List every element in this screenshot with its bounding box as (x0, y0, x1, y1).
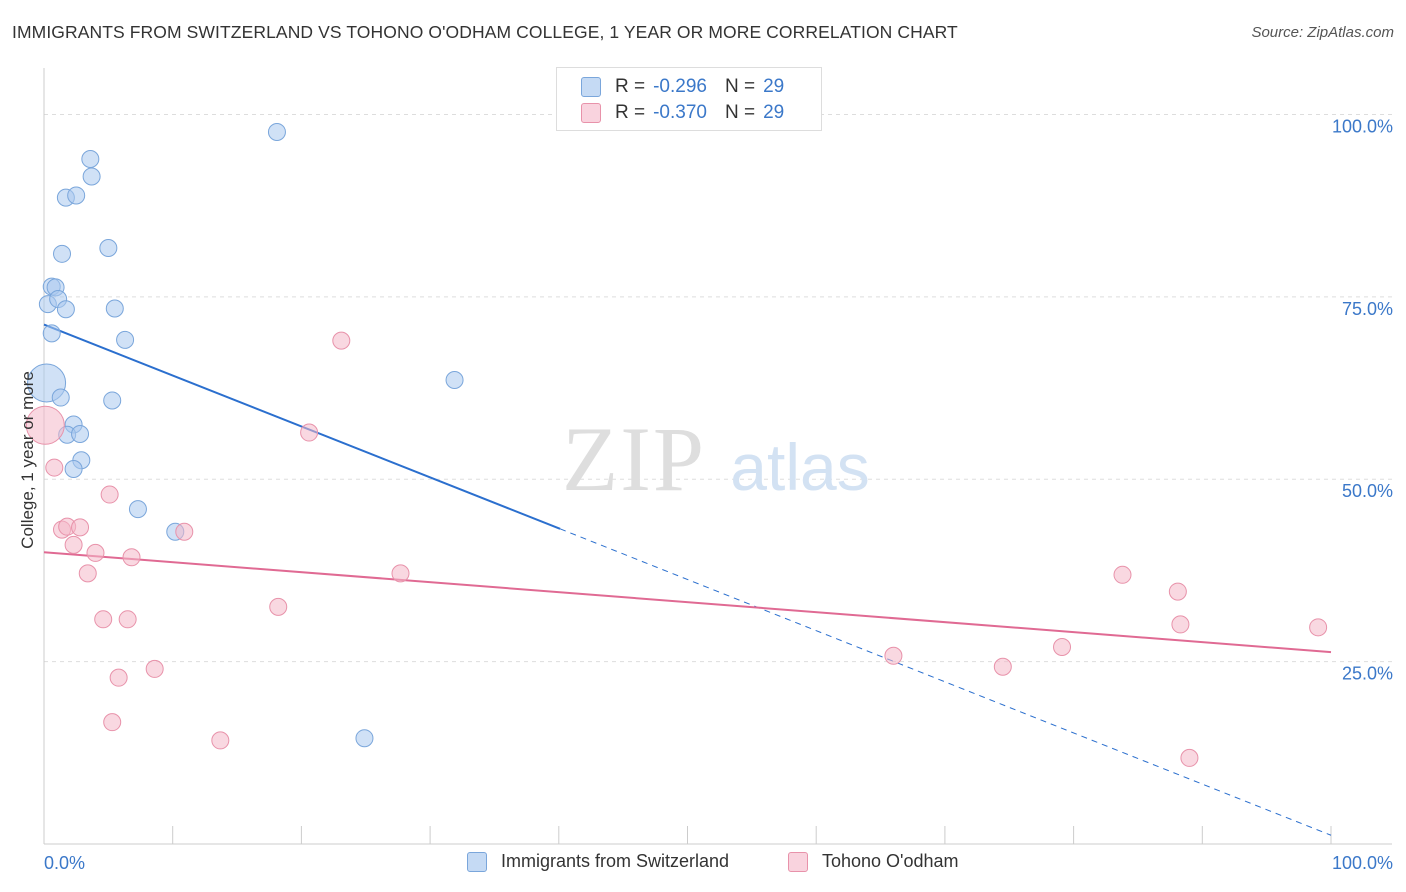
point-tohono (25, 405, 65, 445)
y-tick-label: 100.0% (1332, 116, 1393, 136)
legend-item-tohono[interactable]: Tohono O'odham (788, 851, 959, 872)
grid-lines (44, 113, 1392, 663)
y-tick-label: 50.0% (1342, 481, 1393, 501)
point-tohono (94, 610, 113, 629)
point-switzerland (82, 167, 101, 186)
point-tohono (993, 657, 1012, 676)
point-tohono (103, 713, 122, 732)
source-label: Source: ZipAtlas.com (1251, 24, 1394, 41)
point-switzerland (51, 388, 70, 407)
point-tohono (78, 564, 97, 583)
point-tohono (391, 564, 410, 583)
y-axis-label: College, 1 year or more (18, 371, 37, 549)
y-tick-label: 75.0% (1342, 299, 1393, 319)
point-tohono (1171, 615, 1190, 634)
stats-r-value: -0.370 (653, 102, 707, 123)
legend-label-tohono: Tohono O'odham (822, 851, 959, 871)
stats-row-switzerland: R = -0.296 N = 29 (581, 75, 784, 99)
stats-n-value: 29 (763, 102, 785, 123)
stats-row-tohono: R = -0.370 N = 29 (581, 101, 784, 125)
stats-swatch-switzerland (581, 77, 601, 97)
point-switzerland (105, 299, 124, 318)
point-switzerland (67, 186, 86, 205)
stats-r-value: -0.296 (653, 76, 707, 97)
point-switzerland (53, 244, 72, 263)
point-switzerland (445, 371, 464, 390)
stats-box: R = -0.296 N = 29 R = -0.370 N = 29 (556, 67, 822, 131)
point-tohono (1053, 638, 1072, 657)
point-tohono (211, 731, 230, 750)
watermark-zip: ZIP (562, 408, 706, 510)
x-tick-label: 0.0% (44, 853, 85, 873)
legend-item-switzerland[interactable]: Immigrants from Switzerland (467, 851, 729, 872)
point-tohono (118, 610, 137, 629)
point-tohono (122, 548, 141, 567)
watermark: ZIP atlas (562, 408, 870, 510)
point-tohono (300, 423, 319, 442)
stats-swatch-tohono (581, 103, 601, 123)
legend-label-switzerland: Immigrants from Switzerland (501, 851, 730, 871)
axes (43, 68, 1392, 845)
stats-n-label: N = (724, 102, 756, 123)
point-tohono (64, 535, 83, 554)
stats-n-value: 29 (763, 76, 785, 97)
point-tohono (1113, 565, 1132, 584)
point-tohono (45, 458, 64, 477)
trend-line-switzerland (43, 323, 561, 530)
point-tohono (71, 518, 90, 537)
point-switzerland (128, 500, 147, 519)
x-tick-labels: 0.0% 100.0% (44, 853, 1393, 873)
y-tick-labels: 25.0% 50.0% 75.0% 100.0% (1332, 116, 1393, 683)
legend: Immigrants from Switzerland Tohono O'odh… (0, 851, 1406, 877)
legend-swatch-tohono (788, 851, 808, 872)
trend-line-tohono (43, 551, 1332, 654)
point-switzerland (64, 460, 83, 479)
point-switzerland (116, 330, 135, 349)
stats-n-label: N = (724, 76, 756, 97)
trend-lines (43, 323, 1332, 836)
point-switzerland (71, 425, 90, 444)
point-switzerland (42, 324, 61, 343)
point-tohono (332, 331, 351, 350)
point-tohono (100, 485, 119, 504)
chart-title: IMMIGRANTS FROM SWITZERLAND VS TOHONO O'… (12, 22, 958, 42)
y-tick-label: 25.0% (1342, 664, 1393, 684)
point-tohono (109, 668, 128, 687)
point-tohono (175, 522, 194, 541)
legend-swatch-switzerland (467, 851, 487, 872)
data-points (25, 122, 1328, 767)
stats-r-label: R = (615, 76, 646, 97)
point-tohono (1168, 582, 1187, 601)
point-tohono (269, 597, 288, 616)
point-switzerland (99, 238, 118, 257)
point-tohono (145, 659, 164, 678)
point-switzerland (81, 149, 100, 168)
point-tohono (1180, 748, 1199, 767)
point-switzerland (267, 122, 286, 141)
trend-line-extension (559, 528, 1332, 836)
point-switzerland (355, 729, 374, 748)
point-tohono (884, 646, 903, 665)
point-switzerland (56, 300, 75, 319)
point-tohono (86, 543, 105, 562)
point-tohono (1309, 618, 1328, 637)
point-switzerland (103, 391, 122, 410)
stats-r-label: R = (615, 102, 646, 123)
x-tick-label: 100.0% (1332, 853, 1393, 873)
watermark-atlas: atlas (730, 430, 869, 504)
